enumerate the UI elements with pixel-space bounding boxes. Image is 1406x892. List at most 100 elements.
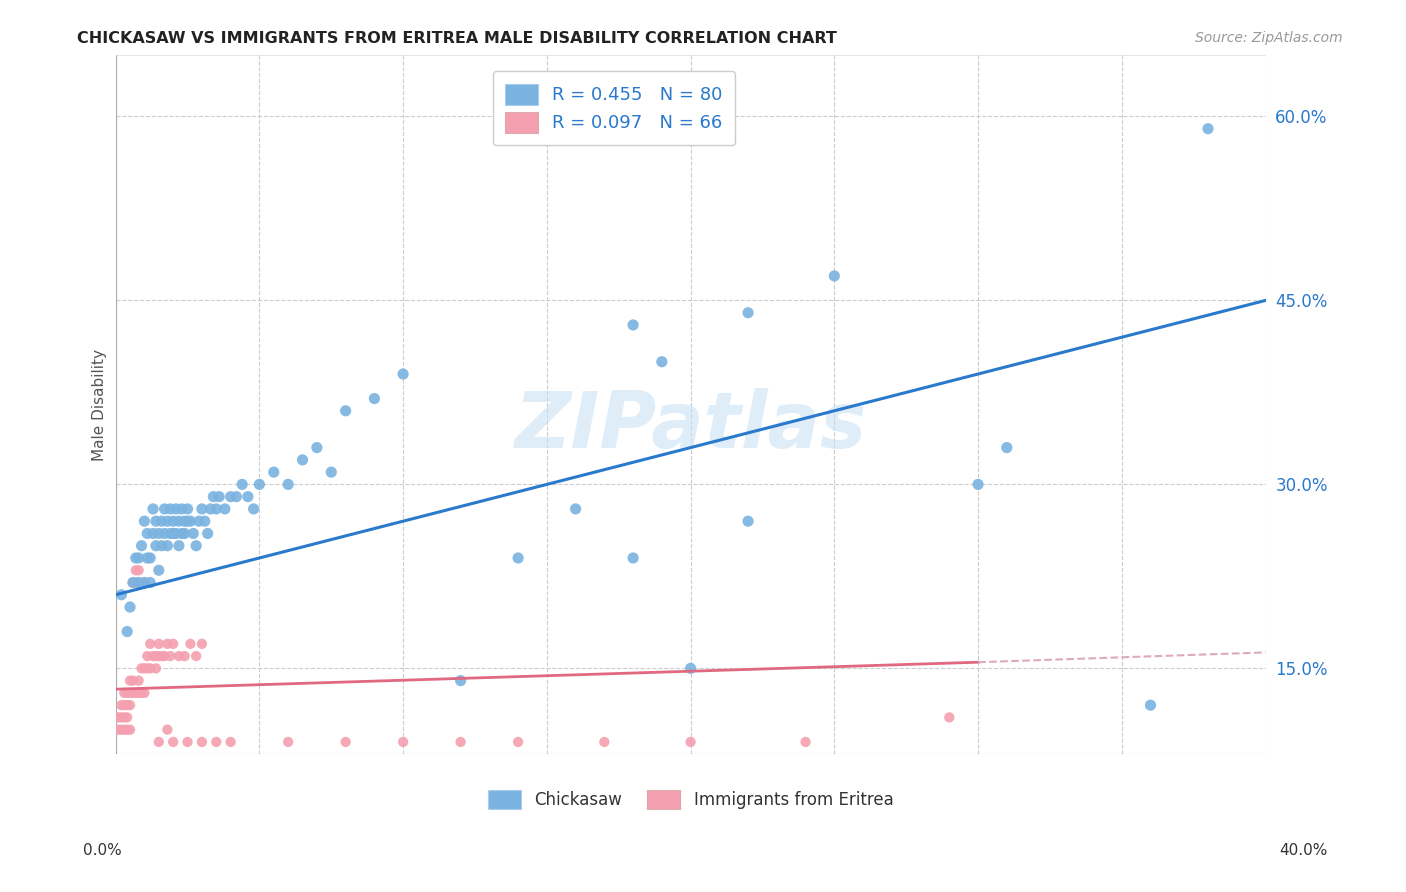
Point (335, 404, 357, 418)
Point (277, 477, 299, 491)
Point (392, 367, 415, 381)
Point (186, 539, 208, 553)
Point (191, 735, 214, 749)
Point (142, 526, 165, 541)
Point (794, 735, 817, 749)
Point (176, 502, 198, 516)
Point (145, 539, 167, 553)
Point (247, 477, 270, 491)
Point (167, 539, 190, 553)
Point (679, 735, 702, 749)
Point (593, 735, 616, 749)
Point (219, 735, 242, 749)
Point (165, 526, 187, 541)
Text: 0.0%: 0.0% (83, 843, 122, 858)
Point (148, 649, 170, 664)
Point (134, 686, 156, 700)
Point (122, 673, 145, 688)
Point (136, 649, 159, 664)
Point (110, 588, 132, 602)
Point (115, 698, 138, 713)
Point (139, 551, 162, 566)
Point (131, 539, 153, 553)
Point (145, 514, 167, 528)
Point (392, 735, 415, 749)
Point (118, 723, 141, 737)
Point (110, 723, 132, 737)
Point (186, 649, 208, 664)
Point (159, 526, 181, 541)
Point (134, 575, 156, 590)
Point (277, 735, 299, 749)
Point (136, 661, 159, 675)
Point (176, 735, 198, 749)
Point (110, 698, 132, 713)
Point (202, 490, 225, 504)
Point (139, 575, 162, 590)
Point (131, 661, 153, 675)
Point (231, 477, 253, 491)
Point (205, 735, 228, 749)
Point (450, 735, 472, 749)
Point (153, 502, 176, 516)
Point (205, 502, 228, 516)
Point (170, 502, 193, 516)
Point (200, 502, 222, 516)
Point (118, 698, 141, 713)
Point (159, 502, 181, 516)
Point (162, 526, 184, 541)
Point (128, 575, 150, 590)
Point (115, 710, 138, 724)
Point (148, 637, 170, 651)
Text: Source: ZipAtlas.com: Source: ZipAtlas.com (1195, 31, 1343, 45)
Point (621, 318, 644, 332)
Point (115, 624, 138, 639)
Point (506, 735, 529, 749)
Point (564, 502, 586, 516)
Point (128, 686, 150, 700)
Y-axis label: Male Disability: Male Disability (93, 349, 107, 460)
Point (651, 355, 673, 369)
Point (156, 723, 179, 737)
Point (219, 490, 242, 504)
Point (363, 392, 385, 406)
Point (335, 735, 357, 749)
Point (153, 526, 176, 541)
Point (128, 551, 150, 566)
Point (167, 514, 190, 528)
Point (737, 514, 759, 528)
Point (737, 306, 759, 320)
Point (128, 673, 150, 688)
Point (118, 686, 141, 700)
Point (145, 661, 167, 675)
Point (194, 514, 217, 528)
Point (112, 710, 135, 724)
Point (181, 526, 204, 541)
Point (188, 514, 211, 528)
Point (506, 551, 529, 566)
Point (118, 600, 141, 615)
Point (167, 649, 190, 664)
Point (214, 502, 236, 516)
Point (156, 637, 179, 651)
Point (156, 539, 179, 553)
Point (125, 551, 148, 566)
Point (139, 637, 162, 651)
Point (176, 514, 198, 528)
Point (134, 575, 156, 590)
Point (173, 514, 195, 528)
Point (125, 686, 148, 700)
Point (150, 514, 173, 528)
Point (148, 735, 170, 749)
Point (150, 539, 173, 553)
Point (122, 575, 145, 590)
Point (115, 686, 138, 700)
Point (242, 502, 264, 516)
Point (136, 526, 159, 541)
Point (170, 526, 193, 541)
Point (291, 453, 314, 467)
Point (236, 490, 259, 504)
Point (321, 465, 343, 479)
Point (197, 526, 219, 541)
Point (305, 441, 328, 455)
